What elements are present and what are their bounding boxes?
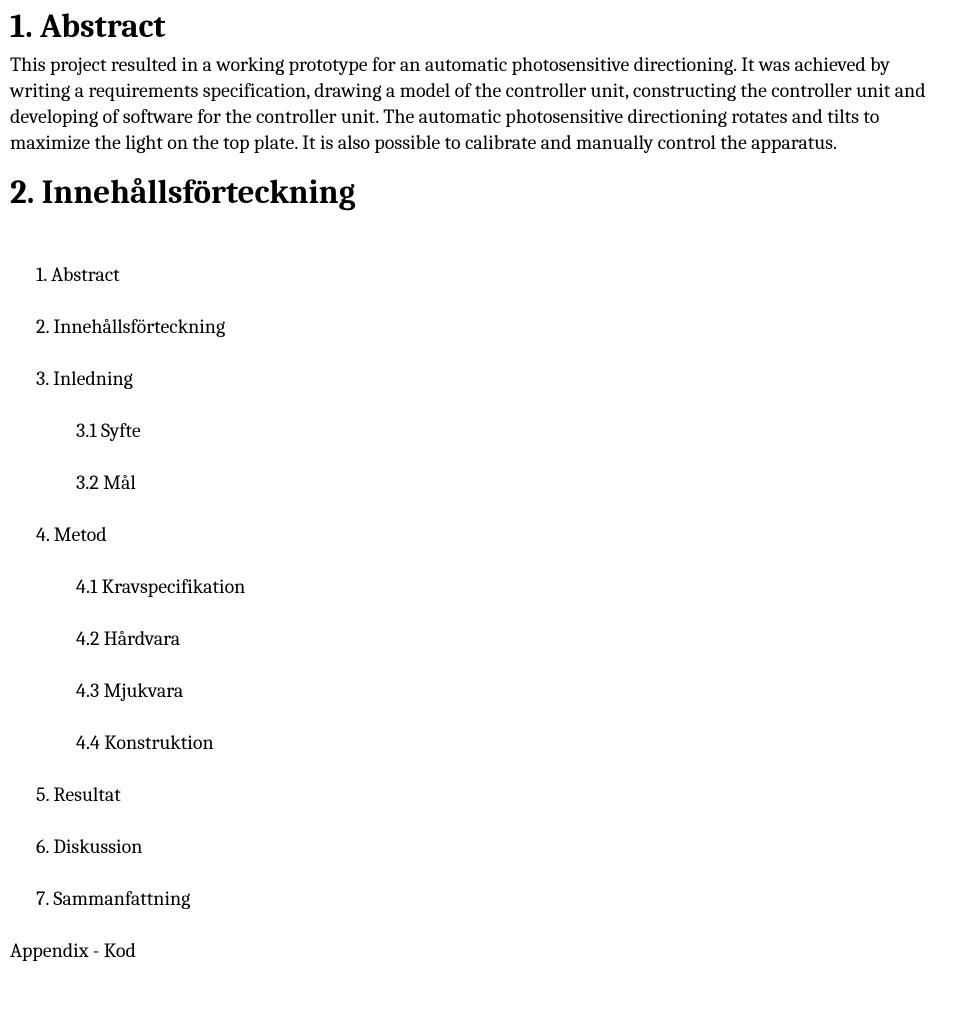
toc-subitem: 4.3 Mjukvara — [36, 678, 950, 704]
abstract-paragraph: This project resulted in a working proto… — [10, 52, 950, 156]
table-of-contents: 1. Abstract 2. Innehållsförteckning 3. I… — [10, 262, 950, 964]
toc-subitem: 4.4 Konstruktion — [36, 730, 950, 756]
toc-subitem: 3.1 Syfte — [36, 418, 950, 444]
abstract-heading: 1. Abstract — [10, 8, 950, 46]
toc-item: 5. Resultat — [36, 782, 950, 808]
toc-subitem: 3.2 Mål — [36, 470, 950, 496]
toc-item: 6. Diskussion — [36, 834, 950, 860]
toc-subitem: 4.2 Hårdvara — [36, 626, 950, 652]
toc-heading: 2. Innehållsförteckning — [10, 174, 950, 212]
toc-appendix: Appendix - Kod — [10, 938, 950, 964]
toc-item: 1. Abstract — [36, 262, 950, 288]
toc-item: 7. Sammanfattning — [36, 886, 950, 912]
toc-subitem: 4.1 Kravspecifikation — [36, 574, 950, 600]
toc-item: 4. Metod — [36, 522, 950, 548]
toc-item: 2. Innehållsförteckning — [36, 314, 950, 340]
toc-item: 3. Inledning — [36, 366, 950, 392]
